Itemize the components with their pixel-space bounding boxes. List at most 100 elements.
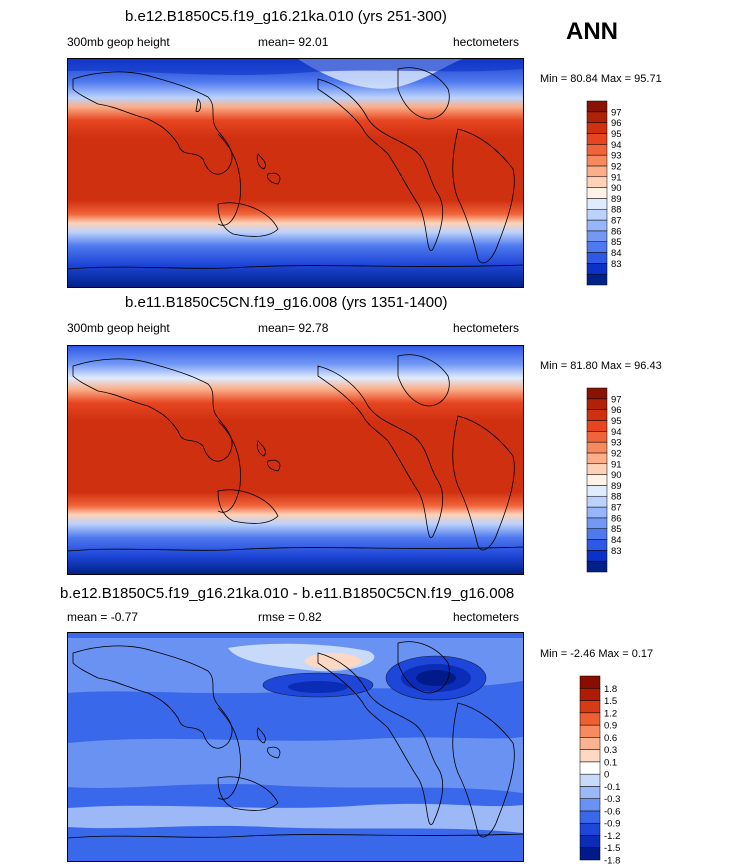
panel3-title: b.e12.B1850C5.f19_g16.21ka.010 - b.e11.B… (60, 585, 515, 602)
panel2-colorbar-box (586, 441, 608, 454)
panel2-variable-label: 300mb geop height (67, 321, 170, 335)
panel1-colorbar-label: 96 (611, 118, 622, 129)
panel3-minmax-label: Min = -2.46 Max = 0.17 (540, 648, 654, 660)
season-label: ANN (566, 18, 618, 45)
panel1-colorbar-box (586, 165, 608, 178)
panel2-colorbar-label: 86 (611, 513, 622, 524)
panel3-colorbar-box (579, 810, 601, 824)
panel1-title: b.e12.B1850C5.f19_g16.21ka.010 (yrs 251-… (125, 8, 447, 25)
panel1-colorbar-label: 85 (611, 237, 622, 248)
panel1-coastlines (68, 67, 523, 270)
panel3-colorbar-box (579, 822, 601, 836)
panel3-colorbar-box (579, 688, 601, 701)
panel2-colorbar-box (586, 495, 608, 508)
panel2-mean-label: mean= 92.78 (258, 321, 329, 335)
panel1-variable-label: 300mb geop height (67, 35, 170, 49)
panel2-colorbar-label: 95 (611, 416, 622, 427)
panel3-colorbar-label: 0.6 (604, 733, 617, 744)
panel2-minmax-label: Min = 81.80 Max = 96.43 (540, 360, 662, 372)
panel1-colorbar-box (586, 122, 608, 134)
panel3-colorbar-box (579, 835, 601, 848)
panel3-colorbar-label: -1.5 (604, 843, 620, 854)
panel1-colorbar-box (586, 111, 608, 123)
panel3-coastlines (68, 641, 523, 839)
panel3-colorbar-box (579, 737, 601, 750)
panel3-midlat-band (68, 737, 523, 793)
panel1-colorbar: 97 96 95 94 93 92 91 90 89 88 87 86 85 84 83 (586, 100, 627, 286)
panel2-title: b.e11.B1850C5CN.f19_g16.008 (yrs 1351-14… (125, 294, 448, 311)
panel3-colorbar-label: -0.1 (604, 782, 620, 793)
panel3-pacific-low-core (288, 681, 348, 693)
panel1-colorbar-label: 93 (611, 151, 622, 162)
panel1-colorbar-box (586, 208, 608, 221)
panel1-units-label: hectometers (453, 35, 520, 49)
panel2-colorbar-box (586, 539, 608, 551)
panel1-colorbar-label: 97 (611, 107, 622, 118)
panel2-colorbar: 97 96 95 94 93 92 91 90 89 88 87 86 85 84 83 (586, 387, 627, 573)
panel1-mean-label: mean= 92.01 (258, 35, 329, 49)
panel1-colorbar-label: 83 (611, 259, 622, 270)
panel2-colorbar-box (586, 452, 608, 465)
panel3-positive-anomaly (305, 653, 361, 669)
panel3-colorbar-label: -0.3 (604, 794, 620, 805)
panel1-north-pole-cell (68, 59, 523, 75)
panel3-mean-label: mean = -0.77 (67, 610, 139, 624)
panel2-colorbar-box (586, 560, 608, 573)
panel3-colorbar-label: 1.2 (604, 708, 617, 719)
panel2-colorbar-box (586, 398, 608, 410)
panel1-colorbar-box (586, 273, 608, 286)
panel2-units-label: hectometers (453, 321, 520, 335)
panel1-colorbar-label: 90 (611, 183, 622, 194)
panel3-colorbar-label: 0 (604, 770, 609, 781)
panel1-colorbar-box (586, 133, 608, 145)
panel1-colorbar-box (586, 187, 608, 199)
panel1-colorbar-box (586, 252, 608, 264)
panel3-colorbar-box (579, 712, 601, 726)
panel3-contours (262, 655, 487, 701)
panel3-colorbar-label: 0.3 (604, 745, 617, 756)
panel2-colorbar-box (586, 517, 608, 529)
panel1-colorbar-box (586, 263, 608, 275)
panel3-colorbar-label: -0.6 (604, 806, 620, 817)
panel1-field (68, 59, 523, 287)
panel2-colorbar-label: 88 (611, 492, 622, 503)
panel2-map (67, 345, 524, 575)
panel1-map (67, 58, 524, 288)
panel2-colorbar-box (586, 528, 608, 540)
panel2-colorbar-box (586, 409, 608, 421)
panel2-colorbar-label: 97 (611, 394, 622, 405)
panel2-field (68, 346, 523, 574)
panel2-coastlines (68, 354, 523, 552)
panel2-colorbar-box (586, 485, 608, 497)
panel3-colorbar-box (579, 798, 601, 812)
panel3-colorbar-box (579, 700, 601, 714)
panel1-colorbar-box (586, 219, 608, 232)
panel2-colorbar-label: 92 (611, 448, 622, 459)
panel2-colorbar-label: 83 (611, 546, 622, 557)
panel3-colorbar: 1.8 1.5 1.2 0.9 0.6 0.3 0.1 0 -0.1 -0.3 -0.6 -0.9 -1… (579, 675, 626, 866)
panel1-colorbar-box (586, 230, 608, 242)
panel1-colorbar-box (586, 241, 608, 253)
panel1-colorbar-label: 92 (611, 161, 622, 172)
panel3-units-label: hectometers (453, 610, 520, 624)
panel2-colorbar-box (586, 387, 608, 400)
panel3-colorbar-box (579, 773, 601, 787)
panel1-colorbar-label: 89 (611, 194, 622, 205)
panel3-colorbar-label: -1.8 (604, 856, 620, 866)
panel2-colorbar-label: 87 (611, 503, 622, 514)
panel1-colorbar-label: 86 (611, 226, 622, 237)
panel2-colorbar-label: 93 (611, 438, 622, 449)
panel2-colorbar-label: 89 (611, 481, 622, 492)
panel3-colorbar-label: -0.9 (604, 819, 620, 830)
panel3-colorbar-box (579, 761, 601, 775)
panel1-colorbar-label: 95 (611, 129, 622, 140)
panel2-colorbar-label: 90 (611, 470, 622, 481)
panel3-atlantic-low-center (416, 670, 456, 686)
panel1-colorbar-label: 84 (611, 248, 622, 259)
panel1-colorbar-box (586, 144, 608, 156)
panel2-colorbar-box (586, 474, 608, 486)
panel3-rmse-label: rmse = 0.82 (258, 610, 322, 624)
panel1-colorbar-box (586, 198, 608, 210)
panel3-colorbar-box (579, 786, 601, 799)
panel3-colorbar-label: 1.5 (604, 696, 617, 707)
